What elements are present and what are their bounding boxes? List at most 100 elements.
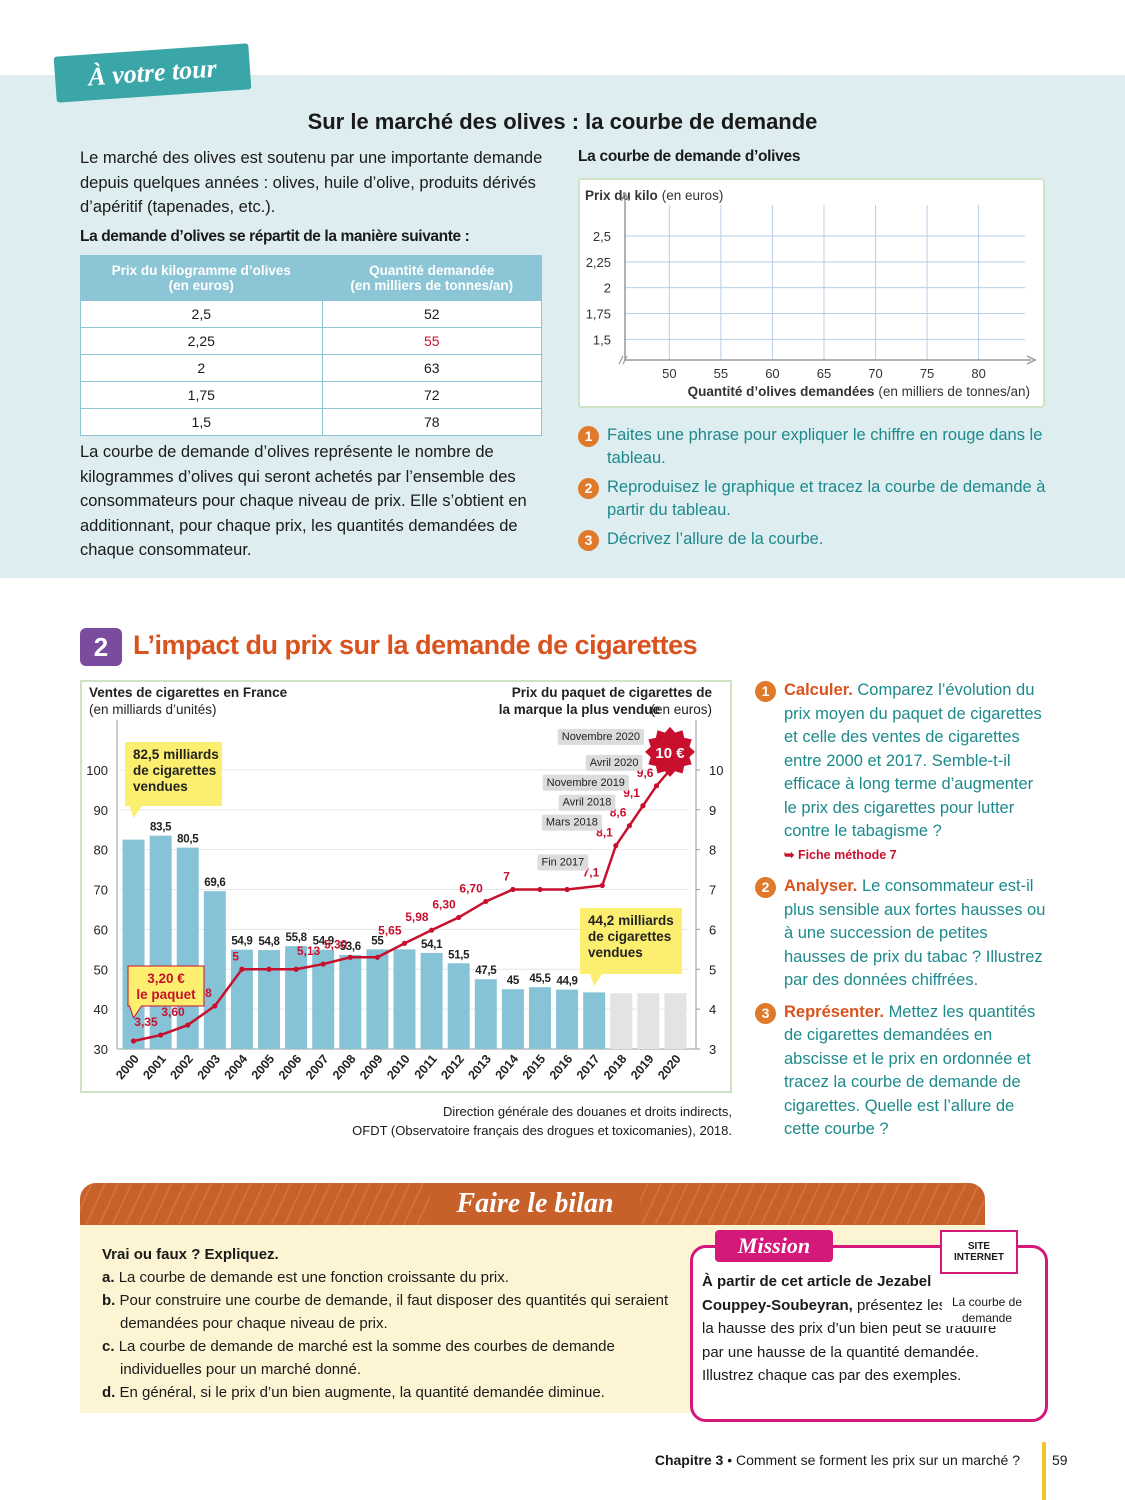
x-tick-label: 65 xyxy=(817,366,831,381)
y-tick-label: 30 xyxy=(94,1042,108,1057)
callout-text: 3,20 € xyxy=(147,971,185,986)
header-line: Prix du kilogramme d’olives xyxy=(111,263,291,278)
bilan-question: Vrai ou faux ? Expliquez. xyxy=(102,1246,279,1263)
item-letter: c. xyxy=(102,1338,115,1355)
callout-text: 82,5 milliards xyxy=(133,747,219,762)
bilan-item: a. La courbe de demande est une fonction… xyxy=(102,1266,672,1289)
panel-edge xyxy=(0,70,1125,80)
x-title-unit: (en milliers de tonnes/an) xyxy=(878,384,1030,399)
header-line: Quantité demandée xyxy=(369,263,495,278)
bar xyxy=(447,963,470,1049)
question: 3 Représenter. Mettez les quantités de ci… xyxy=(755,1001,1050,1142)
table-cell: 72 xyxy=(321,381,543,409)
y-tick-label: 70 xyxy=(94,883,108,898)
date-box xyxy=(557,728,645,745)
y2-title-unit: (en euros) xyxy=(650,702,712,717)
callout-line: de cigarettes xyxy=(588,929,671,944)
questions: 1 Calculer. Comparez l’évolution du prix … xyxy=(755,679,1050,1150)
price-point xyxy=(266,966,272,972)
y2-tick-label: 3 xyxy=(709,1042,716,1057)
table-cell: 78 xyxy=(321,408,543,436)
bar xyxy=(420,952,443,1049)
site-icon[interactable]: SITE INTERNET xyxy=(940,1230,1018,1274)
item-letter: d. xyxy=(102,1384,116,1401)
olive-chart: Prix du kilo (en euros) 1,5 1,75 2 2,25 2,5 50 5… xyxy=(578,178,1045,408)
bar xyxy=(339,954,362,1049)
source: Direction générale des douanes et droits… xyxy=(300,1102,732,1140)
site-caption: La courbe de demande xyxy=(942,1294,1032,1326)
question-text: Comparez l’évolution du prix moyen du pa… xyxy=(784,681,1042,840)
question-text: Décrivez l’allure de la courbe. xyxy=(607,530,824,548)
table-cell: 1,75 xyxy=(80,381,323,409)
price-point xyxy=(483,898,489,905)
date-label: Novembre 2020 xyxy=(562,731,640,743)
method-link[interactable]: ➥ Fiche méthode 7 xyxy=(784,847,897,862)
date-label: Mars 2018 xyxy=(546,817,598,829)
price-point xyxy=(239,966,245,972)
date-box xyxy=(541,814,602,831)
header-cell: Prix du kilogramme d’olives (en euros) xyxy=(80,255,323,301)
price-point xyxy=(401,940,408,946)
table-row: 2 63 xyxy=(80,354,543,382)
question-number: 1 xyxy=(578,426,599,447)
value-label: 3,35 xyxy=(134,1015,158,1029)
cigarette-chart: Ventes de cigarettes en France (en millia… xyxy=(80,680,732,1093)
price-point xyxy=(537,886,543,893)
table-cell: 52 xyxy=(321,300,543,328)
y2-tick-label: 5 xyxy=(709,962,716,977)
price-point xyxy=(613,843,619,849)
source-line: OFDT (Observatoire français des drogues … xyxy=(352,1123,732,1138)
price-point xyxy=(640,803,646,809)
header-line: (en milliers de tonnes/an) xyxy=(350,278,514,293)
chapter-title: • Comment se forment les prix sur un mar… xyxy=(727,1452,1020,1468)
date-annotation: Fin 2017 xyxy=(537,854,589,871)
price-point xyxy=(510,886,516,893)
question-text: Le consommateur est-il plus sensible aux… xyxy=(784,877,1046,989)
bar xyxy=(637,993,660,1049)
bar xyxy=(664,993,687,1049)
date-label: Novembre 2019 xyxy=(547,777,625,789)
value-label: 6,30 xyxy=(432,897,456,911)
mission-title: Mission xyxy=(715,1230,833,1262)
date-box xyxy=(558,794,616,811)
callout-text: de cigarettes xyxy=(133,763,216,778)
y-tick-label: 2,5 xyxy=(593,229,611,244)
price-point xyxy=(653,783,660,789)
question: 1 Faites une phrase pour expliquer le chi… xyxy=(578,424,1048,470)
exercise-title: Sur le marché des olives : la courbe de … xyxy=(307,109,818,134)
bilan-item: d. En général, si le prix d’un bien augm… xyxy=(102,1381,672,1404)
x-tick-label: 70 xyxy=(868,366,882,381)
footer: Chapitre 3 • Comment se forment les prix… xyxy=(500,1452,1020,1468)
item-letter: b. xyxy=(102,1292,116,1309)
value-label: 83,5 xyxy=(150,822,172,834)
price-point xyxy=(428,927,435,933)
x-tick-label: 50 xyxy=(662,366,676,381)
value-label: 53,6 xyxy=(340,941,361,953)
price-badge xyxy=(645,726,695,777)
value-label: 54,9 xyxy=(313,936,334,948)
value-label: 5 xyxy=(232,949,239,963)
y2-tick-label: 6 xyxy=(709,922,716,937)
bar xyxy=(393,949,416,1049)
question-lead: Analyser. xyxy=(784,877,858,895)
price-point xyxy=(599,882,605,889)
value-label: 45,5 xyxy=(529,973,551,985)
y-title-unit: (en euros) xyxy=(662,188,724,203)
y-title-bold: Ventes de cigarettes en France xyxy=(89,685,288,700)
link-text: Fiche méthode 7 xyxy=(797,847,897,862)
question-number: 3 xyxy=(578,530,599,551)
y-axis-title: Ventes de cigarettes en France (en millia… xyxy=(89,685,288,717)
axis-arrow xyxy=(620,191,630,202)
y-tick-label: 80 xyxy=(94,843,108,858)
price-point xyxy=(374,954,381,960)
date-annotation: Novembre 2019 xyxy=(542,774,629,791)
item-text: En général, si le prix d’un bien augment… xyxy=(119,1384,605,1401)
callout-line: le paquet xyxy=(136,987,196,1002)
question-body: Analyser. Le consommateur est-il plus se… xyxy=(784,875,1050,993)
value-label: 44,9 xyxy=(556,976,577,988)
value-label: 51,5 xyxy=(448,949,470,961)
x-tick-label: 80 xyxy=(971,366,985,381)
question: 2 Reproduisez le graphique et tracez la c… xyxy=(578,476,1048,522)
value-label: 54,8 xyxy=(258,936,280,948)
price-point xyxy=(185,1022,191,1028)
